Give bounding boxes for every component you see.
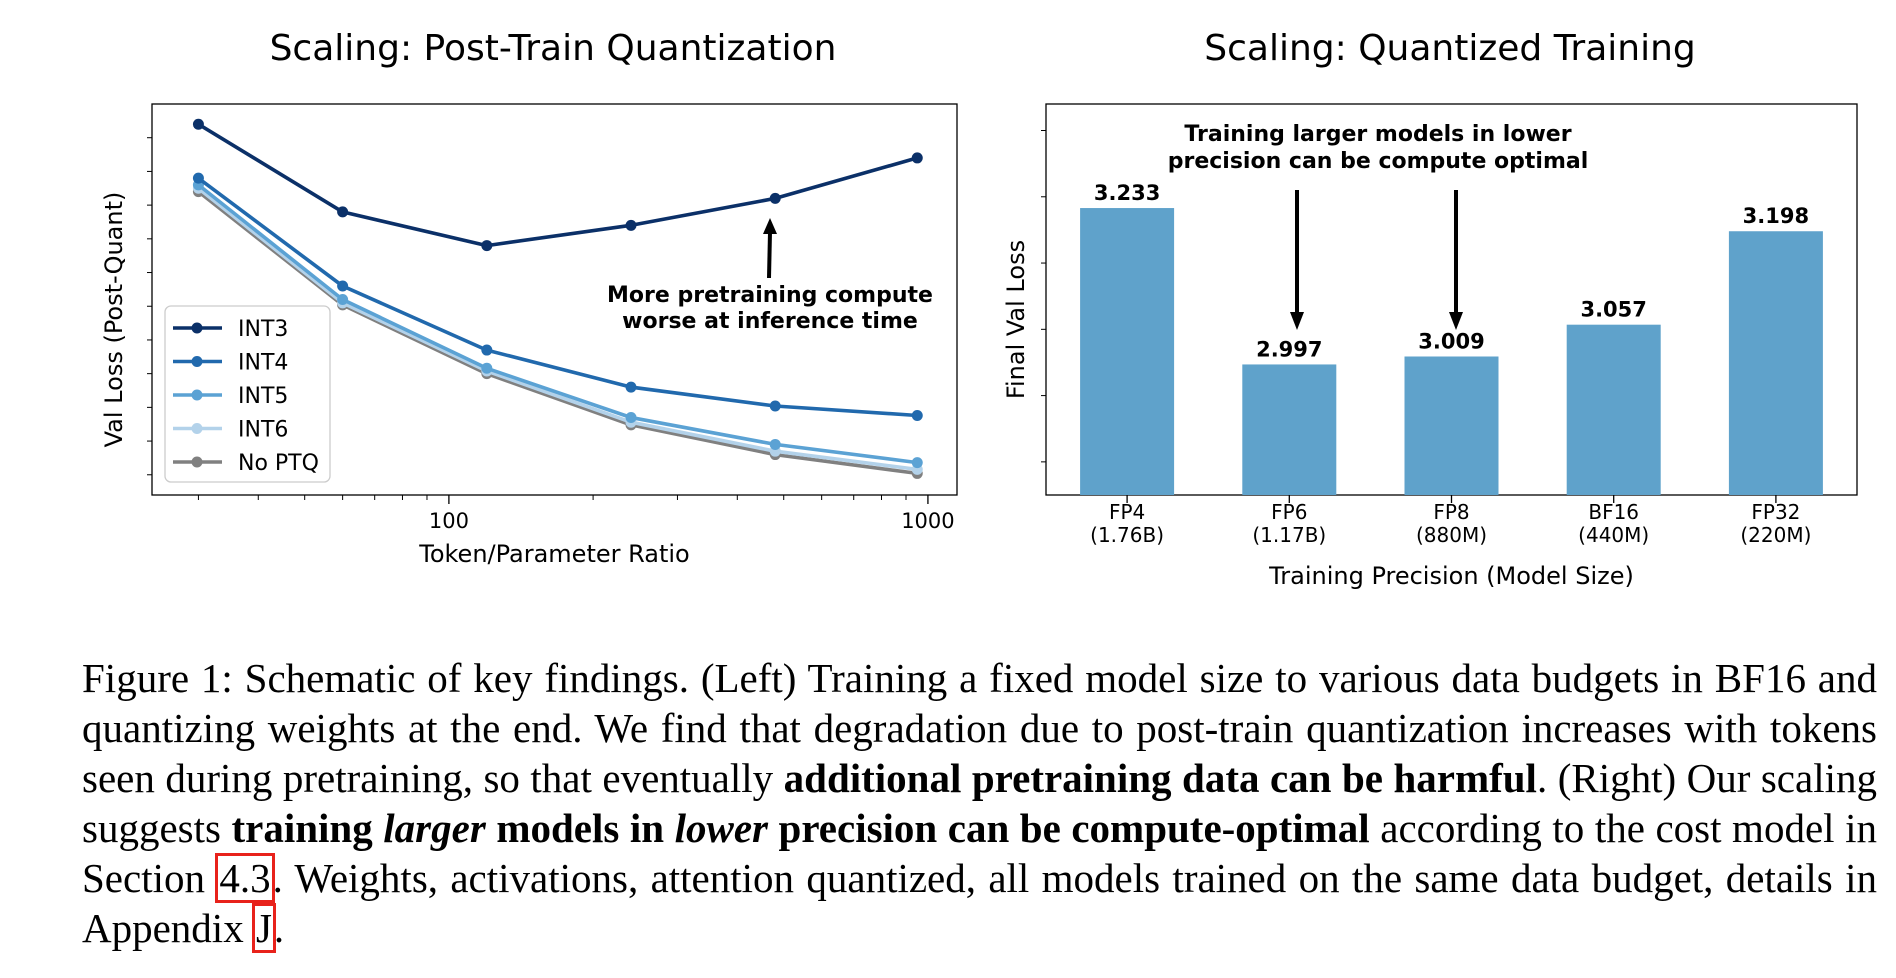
appendix-ref-link[interactable]: J — [251, 903, 276, 953]
annotation-arrow-head — [1290, 312, 1304, 330]
legend-label-int5: INT5 — [238, 384, 288, 409]
caption-bold-2: training larger models in lower precisio… — [231, 805, 1370, 851]
caption-text-4: . Weights, activations, attention quanti… — [82, 855, 1877, 951]
x-tick-label: FP32 — [1751, 500, 1800, 524]
figure-caption: Figure 1: Schematic of key findings. (Le… — [82, 653, 1877, 953]
caption-bold-1: additional pretraining data can be harmf… — [783, 755, 1537, 801]
legend: INT3 INT4 INT5 INT6 No PTQ — [164, 305, 331, 483]
data-point-int5 — [911, 457, 923, 469]
bar-fp8 — [1404, 356, 1499, 495]
legend-label-int4: INT4 — [238, 351, 288, 376]
x-tick-label: FP6 — [1271, 500, 1307, 524]
quantized-training-chart: 3.233 FP4(1.76B) 2.997 FP6(1.17B) 3.009 FP8(8… — [1002, 103, 1858, 590]
y-axis-label: Val Loss (Post-Quant) — [100, 192, 128, 448]
x-tick-label: 1000 — [901, 509, 954, 533]
data-point-int4 — [769, 400, 781, 412]
x-tick-label: 100 — [429, 509, 469, 533]
legend-label-int6: INT6 — [238, 418, 288, 443]
x-tick-sublabel: (880M) — [1416, 523, 1487, 547]
data-point-int5 — [625, 411, 637, 423]
series-line-int4 — [197, 176, 918, 418]
caption-italic-larger: larger — [383, 805, 486, 851]
series-line-int5 — [197, 183, 918, 465]
bar-bf16 — [1566, 324, 1661, 495]
data-point-int3 — [625, 219, 637, 231]
y-axis-label: Final Val Loss — [1002, 240, 1030, 399]
data-point-int4 — [625, 381, 637, 393]
legend-marker-int3 — [191, 322, 203, 334]
annotation-text: Training larger models in lower — [1184, 122, 1571, 147]
x-tick-sublabel: (220M) — [1740, 523, 1811, 547]
plot-frame — [151, 103, 958, 496]
data-point-int4 — [481, 344, 493, 356]
data-point-int5 — [769, 438, 781, 450]
legend-marker-int6 — [191, 423, 203, 434]
caption-text-3: according to the cost model in Section — [82, 805, 1877, 901]
data-point-int3 — [481, 240, 493, 252]
bar-fp32 — [1728, 231, 1823, 496]
x-axis-label: Token/Parameter Ratio — [418, 540, 689, 568]
annotation-arrow-head — [1449, 312, 1463, 330]
series-line-int6 — [197, 186, 918, 472]
x-tick-sublabel: (440M) — [1578, 523, 1649, 547]
data-point-int3 — [337, 206, 349, 218]
bar-value-label: 3.233 — [1094, 181, 1160, 205]
annotation-arrow-shaft — [767, 231, 772, 279]
annotation-text: worse at inference time — [622, 309, 918, 334]
caption-text-1: Figure 1: Schematic of key findings. (Le… — [82, 655, 1877, 801]
post-train-quantization-chart: 100 1000 Token/Parameter Ratio Val Loss (Po… — [100, 103, 958, 568]
data-point-int4 — [911, 409, 923, 421]
legend-marker-int5 — [191, 389, 203, 401]
annotation-text: precision can be compute optimal — [1168, 149, 1589, 174]
bar-value-label: 3.009 — [1418, 329, 1484, 353]
x-tick-label: FP4 — [1109, 500, 1145, 524]
bar-fp4 — [1080, 208, 1175, 495]
caption-text-2: . (Right) Our scaling suggests — [82, 755, 1877, 851]
x-tick-sublabel: (1.17B) — [1252, 523, 1326, 547]
bar-value-label: 2.997 — [1256, 337, 1322, 361]
data-point-int3 — [769, 192, 781, 204]
section-ref-link[interactable]: 4.3 — [215, 853, 275, 903]
right-chart-title: Scaling: Quantized Training — [1204, 28, 1696, 69]
data-point-int4 — [337, 280, 349, 292]
data-point-int4 — [192, 172, 204, 184]
legend-marker-int4 — [191, 356, 203, 367]
legend-label-no-ptq: No PTQ — [238, 451, 319, 476]
data-point-int3 — [911, 152, 923, 164]
bar-value-label: 3.198 — [1743, 204, 1809, 228]
caption-italic-lower: lower — [674, 805, 768, 851]
x-tick-label: FP8 — [1433, 500, 1469, 524]
bar-fp6 — [1242, 364, 1337, 495]
x-tick-label: BF16 — [1588, 500, 1639, 524]
data-point-int3 — [192, 118, 204, 130]
data-point-int5 — [337, 294, 349, 305]
x-axis-label: Training Precision (Model Size) — [1268, 562, 1634, 590]
legend-label-int3: INT3 — [238, 317, 288, 342]
annotation-arrow-head — [763, 218, 777, 234]
x-tick-sublabel: (1.76B) — [1090, 523, 1164, 547]
left-chart-title: Scaling: Post-Train Quantization — [269, 28, 837, 69]
legend-marker-no-ptq — [191, 456, 203, 468]
series-line-int3 — [197, 122, 918, 248]
legend-box — [164, 305, 331, 483]
annotation-text: More pretraining compute — [607, 283, 933, 308]
caption-text-5: . — [273, 905, 285, 951]
data-point-int5 — [481, 362, 493, 374]
bar-value-label: 3.057 — [1580, 298, 1646, 322]
